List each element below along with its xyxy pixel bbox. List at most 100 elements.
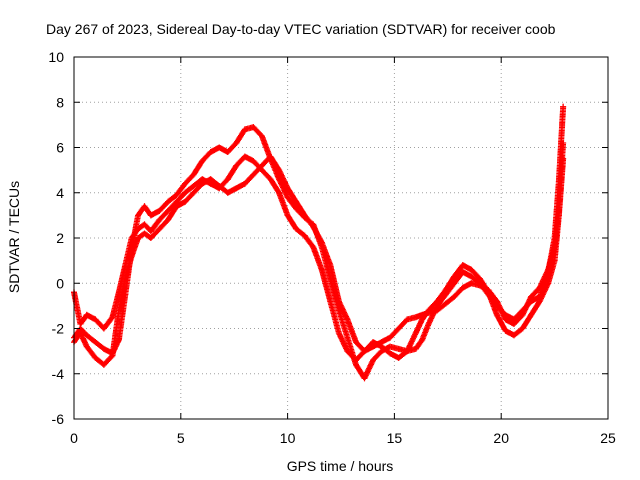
data-point <box>276 189 283 196</box>
data-points <box>71 103 567 382</box>
data-point <box>190 189 197 196</box>
data-point <box>404 348 411 355</box>
data-point <box>250 158 257 165</box>
data-point <box>77 330 84 336</box>
data-point <box>173 192 180 198</box>
data-point <box>190 171 197 178</box>
data-point <box>395 354 402 361</box>
data-point <box>182 198 189 205</box>
data-point <box>378 339 385 346</box>
data-point <box>224 189 231 196</box>
data-point <box>156 216 163 223</box>
data-point <box>233 185 240 192</box>
data-point <box>412 345 419 352</box>
data-point <box>250 124 257 131</box>
data-point <box>344 334 351 341</box>
data-point <box>419 336 426 343</box>
data-point <box>141 230 148 237</box>
data-point <box>267 153 274 160</box>
data-point <box>404 316 411 323</box>
data-point <box>147 235 154 241</box>
data-point <box>92 354 99 361</box>
data-point <box>528 293 535 300</box>
y-tick-label: 0 <box>56 275 64 291</box>
y-tick-label: 10 <box>48 49 64 65</box>
series-track-b <box>71 153 567 364</box>
data-point <box>284 212 291 219</box>
data-point <box>276 167 283 174</box>
data-point <box>434 298 441 305</box>
data-point <box>100 361 107 368</box>
axis-ticks: 0 5 10 15 20 25 -6 -4 -2 0 2 4 6 8 10 <box>48 49 616 446</box>
data-point <box>207 149 214 155</box>
data-point <box>109 314 116 321</box>
data-point <box>233 140 240 146</box>
data-point <box>536 298 543 305</box>
data-point <box>493 298 500 305</box>
data-point <box>511 321 517 327</box>
data-point <box>353 339 359 346</box>
data-point <box>451 273 458 280</box>
data-point <box>301 212 308 219</box>
grid-lines <box>74 57 608 419</box>
data-point <box>165 198 171 205</box>
data-point <box>318 239 325 246</box>
data-point <box>224 149 231 155</box>
data-point <box>233 162 240 169</box>
data-point <box>370 343 376 350</box>
data-point <box>165 216 171 223</box>
data-point <box>199 158 206 165</box>
data-point <box>560 103 567 110</box>
data-point <box>419 311 426 318</box>
data-point <box>335 330 342 336</box>
data-point <box>327 262 334 269</box>
data-point <box>182 180 189 187</box>
series-track-a <box>71 103 567 382</box>
data-point <box>551 244 558 251</box>
data-point <box>327 298 334 305</box>
data-point <box>370 357 376 364</box>
data-point <box>92 339 99 346</box>
y-axis-label: SDTVAR / TECUs <box>6 181 22 293</box>
y-tick-label: 6 <box>56 140 64 156</box>
data-point <box>476 282 483 289</box>
data-point <box>528 311 535 318</box>
data-point <box>425 309 432 316</box>
data-point <box>476 275 483 282</box>
data-point <box>425 321 432 327</box>
data-point <box>83 332 90 339</box>
data-point <box>92 316 99 323</box>
data-point <box>468 280 475 287</box>
data-point <box>156 207 163 214</box>
data-point <box>83 311 90 318</box>
data-point <box>293 198 300 205</box>
data-point <box>100 325 107 332</box>
data-point <box>135 235 142 241</box>
data-point <box>344 348 351 355</box>
data-point <box>310 244 317 251</box>
data-point <box>216 144 223 151</box>
data-point <box>259 162 265 169</box>
data-point <box>241 126 248 133</box>
data-point <box>412 330 419 336</box>
data-point <box>451 293 458 300</box>
chart-title: Day 267 of 2023, Sidereal Day-to-day VTE… <box>46 21 556 37</box>
series-track-c <box>71 140 567 368</box>
data-point <box>344 316 351 323</box>
data-point <box>241 180 248 187</box>
data-point <box>276 176 283 183</box>
data-point <box>536 284 543 291</box>
data-point <box>502 316 509 323</box>
data-point <box>301 232 308 239</box>
data-point <box>555 207 562 214</box>
x-tick-label: 10 <box>280 430 296 446</box>
data-point <box>459 284 466 291</box>
y-tick-label: -2 <box>52 321 65 337</box>
data-point <box>83 343 90 350</box>
data-point <box>335 307 342 314</box>
data-point <box>387 350 394 357</box>
data-point <box>502 327 509 334</box>
data-point <box>182 189 189 196</box>
y-tick-label: -4 <box>52 366 65 382</box>
